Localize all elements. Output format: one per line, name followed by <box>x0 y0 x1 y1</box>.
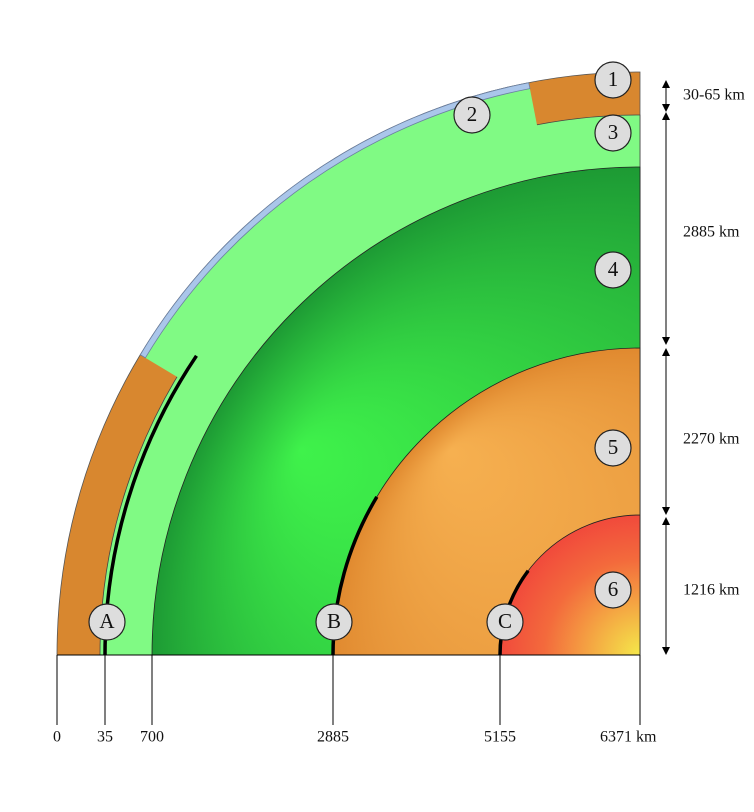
label-text: A <box>99 609 115 633</box>
circled-label: C <box>486 603 524 641</box>
layers <box>56 71 670 725</box>
thickness-label: 2885 km <box>683 224 740 241</box>
circled-label: 5 <box>594 429 632 467</box>
label-circle <box>594 571 632 609</box>
label-text: 2 <box>467 102 478 126</box>
label-text: 3 <box>608 120 619 144</box>
label-text: 6 <box>608 577 619 601</box>
depth-label: 35 <box>97 729 113 746</box>
label-circle <box>453 96 491 134</box>
label-circle <box>594 114 632 152</box>
label-text: 1 <box>608 67 619 91</box>
label-text: B <box>327 609 341 633</box>
label-circle <box>594 61 632 99</box>
label-text: 4 <box>608 257 619 281</box>
depth-label: 2885 <box>317 729 349 746</box>
label-circle <box>486 603 524 641</box>
circled-label: B <box>315 603 353 641</box>
label-circle <box>594 429 632 467</box>
label-circle <box>315 603 353 641</box>
label-circle <box>594 251 632 289</box>
arrow-head <box>662 80 670 112</box>
depth-label: 5155 <box>484 729 516 746</box>
depth-label: 0 <box>53 729 61 746</box>
depth-label: 700 <box>140 729 164 746</box>
circled-label: 3 <box>594 114 632 152</box>
circled-label: A <box>88 603 126 641</box>
depth-label: 6371 km <box>600 729 657 746</box>
thickness-label: 30-65 km <box>683 87 745 104</box>
circled-label: 4 <box>594 251 632 289</box>
thickness-label: 1216 km <box>683 582 740 599</box>
circled-label: 2 <box>453 96 491 134</box>
label-text: 5 <box>608 435 619 459</box>
thickness-label: 2270 km <box>683 431 740 448</box>
label-circle <box>88 603 126 641</box>
circled-label: 6 <box>594 571 632 609</box>
circled-label: 1 <box>594 61 632 99</box>
oceanic-crust <box>139 82 531 359</box>
label-text: C <box>498 609 512 633</box>
